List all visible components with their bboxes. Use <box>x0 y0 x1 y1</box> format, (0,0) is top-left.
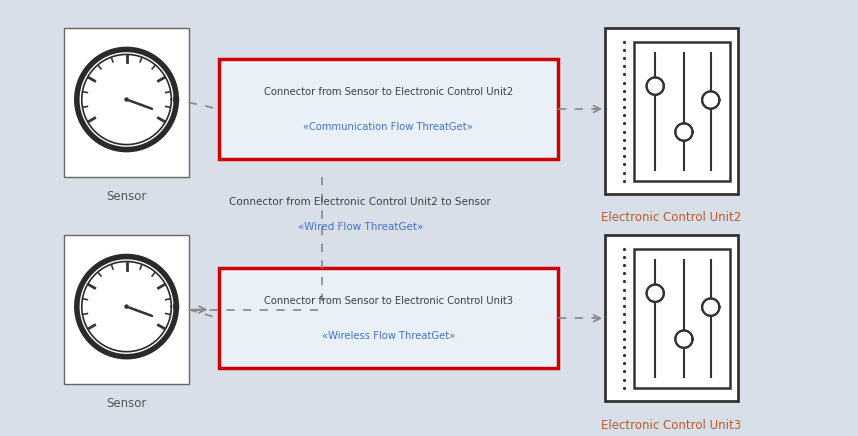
Bar <box>219 59 558 159</box>
Bar <box>605 28 738 194</box>
Text: «Wireless Flow ThreatGet»: «Wireless Flow ThreatGet» <box>322 331 455 341</box>
Bar <box>219 268 558 368</box>
Polygon shape <box>675 123 692 141</box>
Polygon shape <box>702 92 719 109</box>
Bar <box>605 235 738 401</box>
Text: Electronic Control Unit3: Electronic Control Unit3 <box>601 419 741 432</box>
Text: Sensor: Sensor <box>106 190 147 203</box>
Text: «Communication Flow ThreatGet»: «Communication Flow ThreatGet» <box>304 122 473 132</box>
Text: «Wired Flow ThreatGet»: «Wired Flow ThreatGet» <box>298 222 423 232</box>
Polygon shape <box>124 304 129 309</box>
Bar <box>64 235 189 384</box>
Bar <box>634 249 730 388</box>
Polygon shape <box>124 97 129 102</box>
Bar <box>64 28 189 177</box>
Text: Sensor: Sensor <box>106 397 147 410</box>
Polygon shape <box>77 49 177 150</box>
Text: Connector from Sensor to Electronic Control Unit2: Connector from Sensor to Electronic Cont… <box>263 87 513 97</box>
Polygon shape <box>647 78 664 95</box>
Text: Electronic Control Unit2: Electronic Control Unit2 <box>601 211 741 225</box>
Text: Connector from Electronic Control Unit2 to Sensor: Connector from Electronic Control Unit2 … <box>229 197 492 207</box>
Polygon shape <box>702 299 719 316</box>
Polygon shape <box>77 256 177 357</box>
Text: Connector from Sensor to Electronic Control Unit3: Connector from Sensor to Electronic Cont… <box>263 296 513 306</box>
Polygon shape <box>647 285 664 302</box>
Polygon shape <box>675 330 692 348</box>
Bar <box>634 41 730 181</box>
